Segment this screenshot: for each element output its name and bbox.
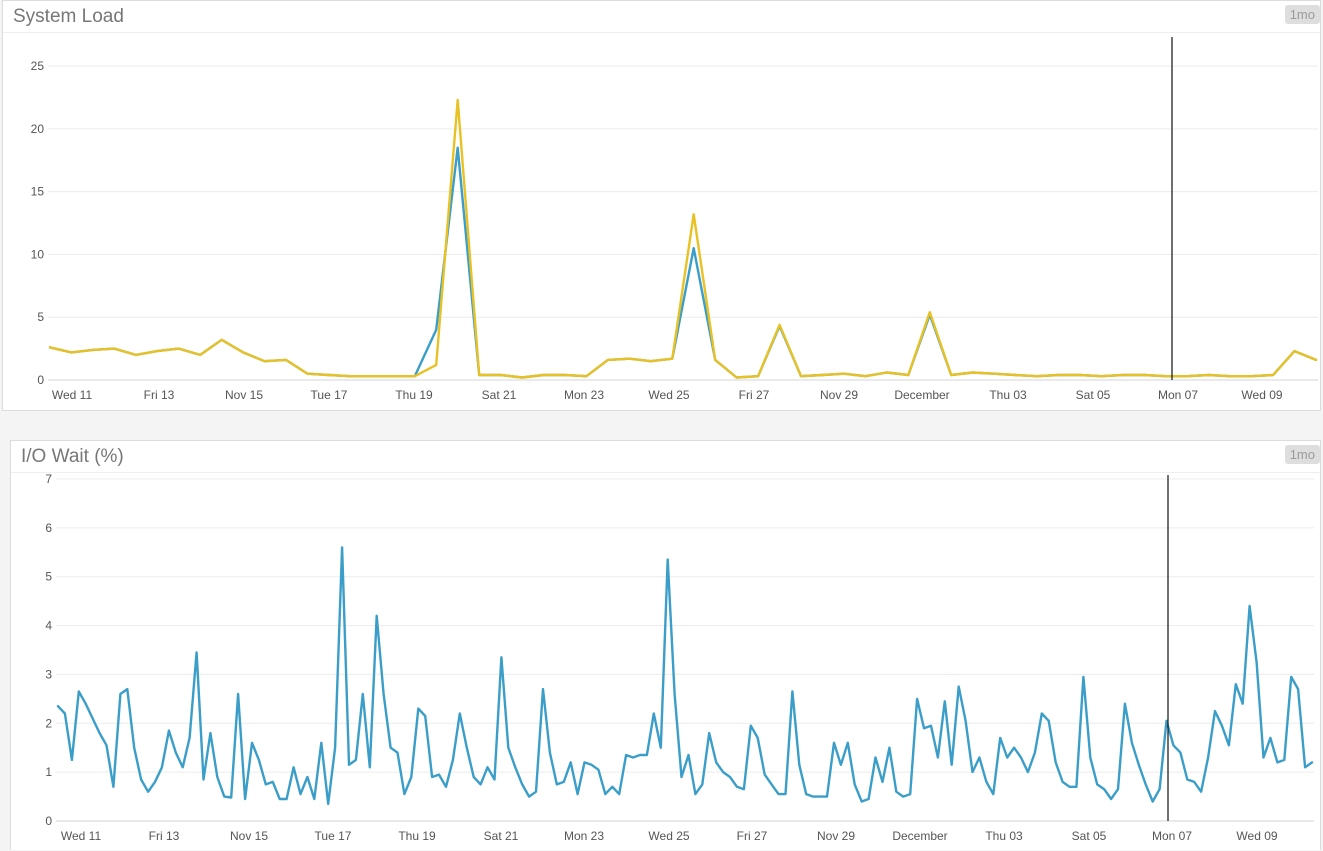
- y-tick-label: 4: [45, 619, 52, 633]
- panel-title: System Load: [13, 6, 124, 27]
- x-tick-label: Wed 25: [648, 388, 689, 402]
- x-tick-label: Sat 21: [482, 388, 517, 402]
- header-divider: [3, 32, 1320, 33]
- y-tick-label: 15: [31, 185, 45, 199]
- y-tick-label: 0: [45, 814, 52, 828]
- y-tick-label: 2: [45, 716, 52, 730]
- x-tick-label: December: [892, 829, 947, 843]
- x-tick-label: Nov 29: [817, 829, 855, 843]
- x-tick-label: Nov 15: [230, 829, 268, 843]
- x-tick-label: Fri 27: [737, 829, 768, 843]
- panel-title: I/O Wait (%): [21, 446, 124, 467]
- y-tick-label: 1: [45, 765, 52, 779]
- x-tick-label: Sat 05: [1072, 829, 1107, 843]
- range-button[interactable]: 1mo: [1284, 5, 1320, 24]
- x-tick-label: Tue 17: [311, 388, 348, 402]
- x-tick-label: Nov 29: [820, 388, 858, 402]
- x-tick-label: Wed 09: [1241, 388, 1282, 402]
- y-tick-label: 7: [45, 472, 52, 486]
- series-line-1: [48, 98, 1318, 379]
- system-load-chart: 0 5 10 15 20 25 Wed 11 Fri 13 Nov 15 Tue 17 Thu 19…: [31, 37, 1318, 402]
- x-tick-label: Fri 13: [144, 388, 175, 402]
- system-load-panel: System Load 1mo 0 5 10 15 20 25 Wed 11 Fri 13 No…: [2, 0, 1321, 411]
- x-tick-label: Mon 23: [564, 829, 604, 843]
- x-tick-label: Thu 03: [985, 829, 1023, 843]
- x-tick-label: Fri 27: [739, 388, 770, 402]
- y-tick-label: 5: [45, 570, 52, 584]
- series-line-0: [48, 146, 1318, 379]
- y-tick-label: 0: [37, 373, 44, 387]
- y-tick-label: 5: [37, 310, 44, 324]
- panel-gap: [0, 411, 1323, 440]
- io-wait-panel: I/O Wait (%) 1mo 0 1 2 3 4 5 6 7 Wed 11 Fri 13 Nov…: [10, 440, 1321, 850]
- x-tick-label: December: [894, 388, 949, 402]
- x-tick-label: Tue 17: [315, 829, 352, 843]
- y-tick-label: 25: [31, 59, 45, 73]
- x-tick-label: Mon 23: [564, 388, 604, 402]
- y-tick-label: 20: [31, 122, 45, 136]
- series-line-0: [56, 546, 1314, 806]
- x-tick-label: Wed 09: [1236, 829, 1277, 843]
- header-divider: [11, 472, 1320, 473]
- x-tick-label: Wed 11: [52, 388, 93, 402]
- x-tick-label: Sat 05: [1076, 388, 1111, 402]
- x-tick-label: Thu 19: [398, 829, 436, 843]
- x-tick-label: Nov 15: [225, 388, 263, 402]
- x-tick-label: Mon 07: [1152, 829, 1192, 843]
- y-tick-label: 10: [31, 247, 45, 261]
- y-tick-label: 6: [45, 521, 52, 535]
- x-tick-label: Thu 19: [395, 388, 433, 402]
- x-tick-label: Sat 21: [484, 829, 519, 843]
- x-tick-label: Mon 07: [1158, 388, 1198, 402]
- x-tick-label: Wed 11: [61, 829, 102, 843]
- range-button[interactable]: 1mo: [1284, 445, 1320, 464]
- x-tick-label: Fri 13: [149, 829, 180, 843]
- x-tick-label: Wed 25: [648, 829, 689, 843]
- io-wait-chart: 0 1 2 3 4 5 6 7 Wed 11 Fri 13 Nov 15 Tue 17 Thu 19 Sa…: [45, 472, 1314, 843]
- x-tick-label: Thu 03: [989, 388, 1027, 402]
- y-tick-label: 3: [45, 667, 52, 681]
